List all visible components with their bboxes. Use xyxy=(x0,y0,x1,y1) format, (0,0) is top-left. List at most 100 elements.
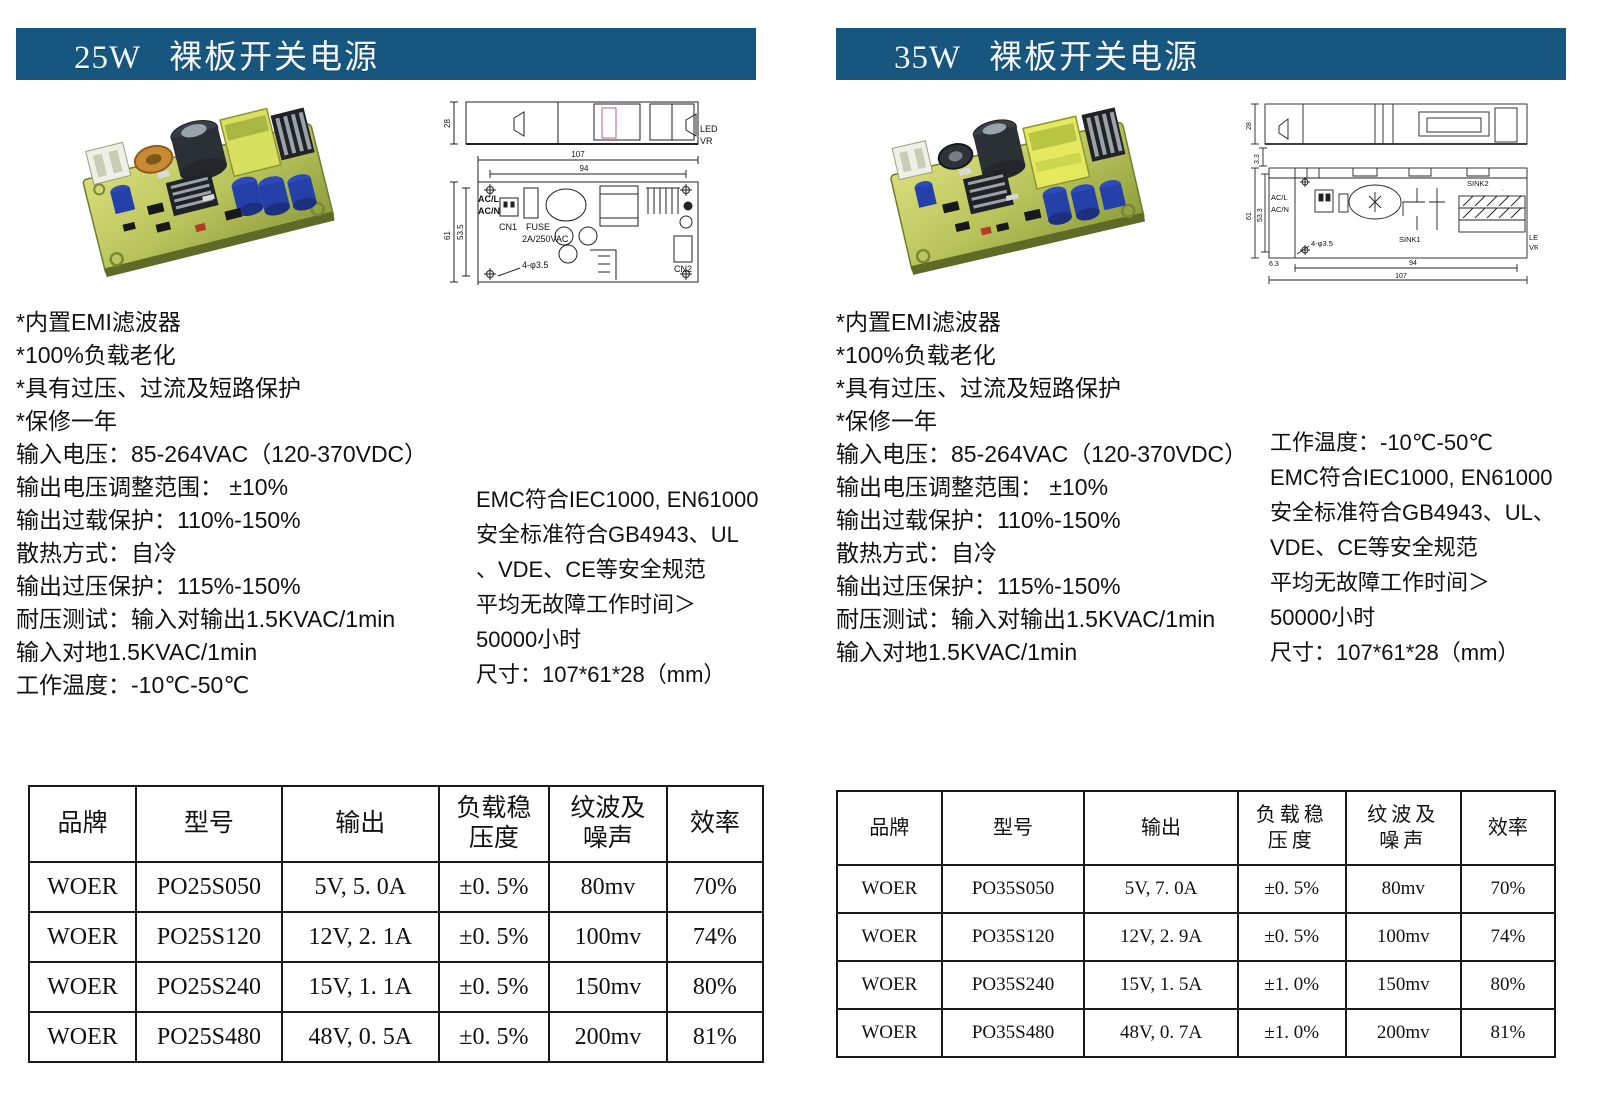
cell-model: PO25S240 xyxy=(134,961,283,1013)
cell-model: PO25S120 xyxy=(134,911,283,963)
cell-efficiency: 81% xyxy=(1459,1008,1557,1058)
spec-line: 散热方式：自冷 xyxy=(836,540,997,566)
cell-output: 5V, 5. 0A xyxy=(280,861,440,913)
label-fuse-rating: 2A/250VAC xyxy=(522,234,569,244)
drawing-svg: 28 3.3 61 53.3 xyxy=(1246,103,1544,284)
col-header-brand: 品牌 xyxy=(836,790,943,866)
spec-note-line: 平均无故障工作时间＞ xyxy=(1270,570,1491,595)
panel-title-name: 裸板开关电源 xyxy=(169,40,380,76)
spec-notes-35w: 工作温度：-10℃-50℃ EMC符合IEC1000, EN61000 安全标准… xyxy=(1270,425,1555,670)
cell-output: 48V, 0. 7A xyxy=(1083,1008,1239,1058)
spec-line: 工作温度：-10℃-50℃ xyxy=(16,672,250,698)
spec-line: 耐压测试：输入对输出1.5KVAC/1min xyxy=(16,606,396,632)
spec-list-25w: *内置EMI滤波器 *100%负载老化 *具有过压、过流及短路保护 *保修一年 … xyxy=(16,306,427,702)
cell-ripple-noise: 80mv xyxy=(548,861,668,913)
cell-model: PO35S050 xyxy=(940,864,1086,914)
model-table-25w: 品牌 型号 输出 负载稳 压度 纹波及 噪声 效率 WOER PO25S050 5V… xyxy=(28,785,765,1063)
table-row: WOER PO35S050 5V, 7. 0A ±0. 5% 80mv 70% xyxy=(836,864,1557,914)
cell-efficiency: 80% xyxy=(665,961,765,1013)
cell-ripple-noise: 200mv xyxy=(1344,1008,1462,1058)
cell-model: PO25S480 xyxy=(134,1011,283,1063)
col-header-model: 型号 xyxy=(134,785,283,863)
panel-title-bar-25w: 25W 裸板开关电源 xyxy=(16,28,756,80)
spec-line: *内置EMI滤波器 xyxy=(16,309,181,335)
spec-line: 输出过载保护：110%-150% xyxy=(836,507,1121,533)
cell-output: 15V, 1. 1A xyxy=(280,961,440,1013)
spec-notes-25w: EMC符合IEC1000, EN61000 安全标准符合GB4943、UL 、V… xyxy=(476,482,758,692)
label-holes: 4-φ3.5 xyxy=(1311,239,1333,248)
cell-ripple-noise: 100mv xyxy=(1344,912,1462,962)
cell-model: PO35S120 xyxy=(940,912,1086,962)
spec-line: *具有过压、过流及短路保护 xyxy=(836,375,1121,401)
label-led: LED xyxy=(700,124,718,134)
cell-ripple-noise: 100mv xyxy=(548,911,668,963)
product-panel-35w: 35W 裸板开关电源 xyxy=(828,0,1618,1107)
label-ac-l: AC/L xyxy=(478,194,499,204)
table-row: WOER PO35S240 15V, 1. 5A ±1. 0% 150mv 80… xyxy=(836,960,1557,1010)
col-header-output: 输出 xyxy=(280,785,440,863)
product-photo-35w xyxy=(870,96,1160,291)
cell-ripple-noise: 80mv xyxy=(1344,864,1462,914)
label-vr: VR xyxy=(1529,243,1538,252)
pcb-board-illustration xyxy=(890,107,1146,275)
cell-efficiency: 80% xyxy=(1459,960,1557,1010)
cell-load-regulation: ±0. 5% xyxy=(437,911,551,963)
cell-brand: WOER xyxy=(836,960,943,1010)
spec-line: 输入电压：85-264VAC（120-370VDC） xyxy=(836,441,1248,467)
spec-note-line: 尺寸：107*61*28（mm） xyxy=(476,662,726,687)
product-photo-25w xyxy=(60,96,350,291)
cell-output: 48V, 0. 5A xyxy=(280,1011,440,1063)
spec-line: 耐压测试：输入对输出1.5KVAC/1min xyxy=(836,606,1216,632)
spec-line: *内置EMI滤波器 xyxy=(836,309,1001,335)
cell-efficiency: 70% xyxy=(1459,864,1557,914)
label-fuse: FUSE xyxy=(526,222,550,232)
cell-output: 12V, 2. 1A xyxy=(280,911,440,963)
cell-ripple-noise: 200mv xyxy=(548,1011,668,1063)
label-ac-n: AC/N xyxy=(1271,205,1289,214)
spec-line: *具有过压、过流及短路保护 xyxy=(16,375,301,401)
table-row: WOER PO35S480 48V, 0. 7A ±1. 0% 200mv 81… xyxy=(836,1008,1557,1058)
spec-note-line: 平均无故障工作时间＞ xyxy=(476,592,697,617)
dim-width-outer: 61 xyxy=(1246,212,1253,220)
cell-load-regulation: ±0. 5% xyxy=(437,861,551,913)
cell-model: PO35S240 xyxy=(940,960,1086,1010)
spec-line: 输出电压调整范围： ±10% xyxy=(16,474,289,500)
col-header-efficiency: 效率 xyxy=(1459,790,1557,866)
dim-width-inner: 53.3 xyxy=(1257,208,1264,222)
col-header-ripple-noise: 纹波及 噪声 xyxy=(1344,790,1462,866)
col-header-ripple-noise: 纹波及 噪声 xyxy=(548,785,668,863)
pcb-board-illustration xyxy=(82,107,335,278)
cell-output: 5V, 7. 0A xyxy=(1083,864,1239,914)
col-header-load-regulation: 负载稳 压度 xyxy=(1236,790,1347,866)
spec-line: 输出过载保护：110%-150% xyxy=(16,507,301,533)
cell-brand: WOER xyxy=(28,911,137,963)
label-sink1: SINK1 xyxy=(1399,235,1421,244)
dim-length-outer: 107 xyxy=(571,150,585,159)
cell-model: PO35S480 xyxy=(940,1008,1086,1058)
table-header-row: 品牌 型号 输出 负载稳 压度 纹波及 噪声 效率 xyxy=(28,785,765,863)
dim-edge: 6.3 xyxy=(1269,261,1279,268)
spec-note-line: 50000小时 xyxy=(1270,605,1376,630)
spec-line: *100%负载老化 xyxy=(836,342,996,368)
table-row: WOER PO25S050 5V, 5. 0A ±0. 5% 80mv 70% xyxy=(28,861,765,913)
cell-efficiency: 74% xyxy=(665,911,765,963)
spec-line: 输出过压保护：115%-150% xyxy=(16,573,301,599)
cell-brand: WOER xyxy=(28,1011,137,1063)
product-panel-25w: 25W 裸板开关电源 xyxy=(8,0,798,1107)
label-ac-n: AC/N xyxy=(478,206,500,216)
panel-title-25w: 25W 裸板开关电源 xyxy=(16,30,379,78)
dim-step: 3.3 xyxy=(1254,154,1261,164)
panel-title-35w: 35W 裸板开关电源 xyxy=(836,30,1199,78)
spec-note-line: 安全标准符合GB4943、UL、 xyxy=(1270,500,1555,525)
cell-load-regulation: ±0. 5% xyxy=(437,1011,551,1063)
spec-line: 输入对地1.5KVAC/1min xyxy=(16,639,258,665)
cell-brand: WOER xyxy=(28,861,137,913)
cell-brand: WOER xyxy=(28,961,137,1013)
table-row: WOER PO35S120 12V, 2. 9A ±0. 5% 100mv 74… xyxy=(836,912,1557,962)
panel-title-name: 裸板开关电源 xyxy=(989,40,1200,76)
cell-load-regulation: ±0. 5% xyxy=(1236,864,1347,914)
dim-height: 28 xyxy=(1246,122,1253,130)
cell-ripple-noise: 150mv xyxy=(548,961,668,1013)
dim-width-inner: 53.5 xyxy=(456,224,465,240)
mechanical-drawing-25w: 28 107 94 61 xyxy=(418,90,718,290)
